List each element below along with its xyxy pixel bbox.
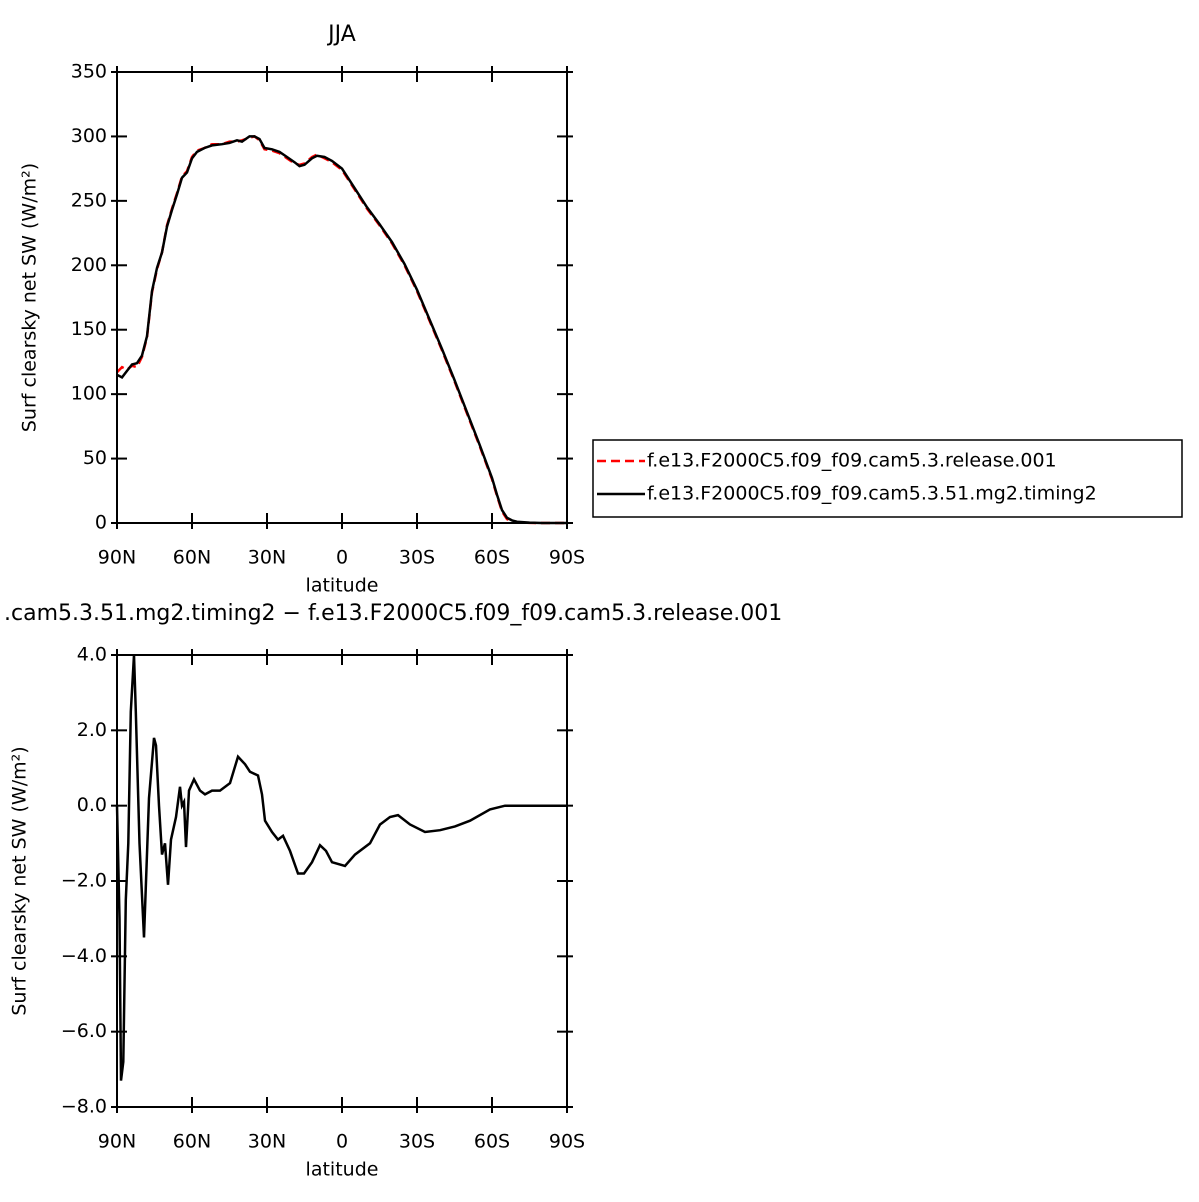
- data-line: [115, 654, 567, 1081]
- y-tick-label: 200: [71, 254, 107, 276]
- plot-frame: [116, 654, 568, 1108]
- x-axis-label: latitude: [306, 1159, 379, 1181]
- y-axis-label: Surf clearsky net SW (W/m²): [9, 746, 31, 1015]
- chart-title: .cam5.3.51.mg2.timing2 − f.e13.F2000C5.f…: [4, 601, 782, 626]
- y-tick-label: 100: [71, 383, 107, 405]
- y-tick-label: 350: [71, 61, 107, 83]
- x-tick-label: 90N: [98, 1131, 136, 1153]
- data-line: [116, 135, 567, 525]
- x-axis-label: latitude: [306, 575, 379, 597]
- x-tick-label: 30S: [399, 547, 435, 569]
- x-tick-label: 90S: [549, 547, 585, 569]
- chart-title: JJA: [326, 22, 356, 47]
- y-tick-label: −4.0: [61, 945, 107, 967]
- data-line: [116, 135, 567, 525]
- y-tick-label: 0: [95, 512, 107, 534]
- x-tick-label: 30N: [248, 547, 286, 569]
- x-tick-label: 90S: [549, 1131, 585, 1153]
- y-tick-label: 4.0: [77, 644, 107, 666]
- y-tick-label: 150: [71, 318, 107, 340]
- x-tick-label: 60N: [173, 547, 211, 569]
- x-tick-label: 60S: [474, 1131, 510, 1153]
- x-tick-label: 30N: [248, 1131, 286, 1153]
- y-tick-label: −8.0: [61, 1096, 107, 1118]
- plot-frame: [116, 71, 568, 524]
- y-tick-label: 250: [71, 189, 107, 211]
- x-tick-label: 30S: [399, 1131, 435, 1153]
- y-tick-label: −6.0: [61, 1020, 107, 1042]
- y-tick-label: −2.0: [61, 870, 107, 892]
- legend-label: f.e13.F2000C5.f09_f09.cam5.3.51.mg2.timi…: [647, 483, 1097, 505]
- x-tick-label: 60S: [474, 547, 510, 569]
- x-tick-label: 60N: [173, 1131, 211, 1153]
- x-tick-label: 90N: [98, 547, 136, 569]
- y-tick-label: 50: [83, 447, 107, 469]
- legend-box: [592, 439, 1183, 518]
- y-axis-label: Surf clearsky net SW (W/m²): [19, 163, 41, 432]
- y-tick-label: 300: [71, 125, 107, 147]
- x-tick-label: 0: [336, 1131, 348, 1153]
- y-tick-label: 0.0: [77, 794, 107, 816]
- x-tick-label: 0: [336, 547, 348, 569]
- legend-label: f.e13.F2000C5.f09_f09.cam5.3.release.001: [647, 450, 1057, 472]
- y-tick-label: 2.0: [77, 719, 107, 741]
